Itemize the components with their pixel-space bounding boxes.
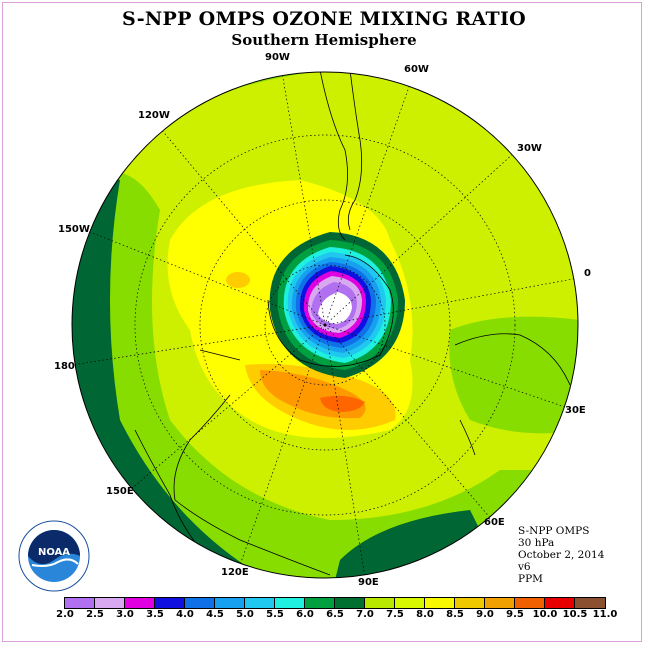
lon-label-150w: 150W xyxy=(58,224,90,235)
ozone-contour-green-bottom xyxy=(72,172,578,578)
colorbar-tick-label: 10.0 xyxy=(532,609,558,620)
figure-frame xyxy=(2,2,642,642)
colorbar-swatch xyxy=(275,598,305,608)
lon-label-60e: 60E xyxy=(484,517,505,528)
colorbar-swatch xyxy=(155,598,185,608)
info-units: PPM xyxy=(518,573,543,585)
info-block: S-NPP OMPS 30 hPa October 2, 2014 v6 PPM xyxy=(518,525,604,585)
lon-label-30w: 30W xyxy=(517,143,542,154)
colorbar-tick-label: 7.0 xyxy=(356,609,374,620)
colorbar-swatch xyxy=(455,598,485,608)
colorbar-tick-label: 4.5 xyxy=(206,609,224,620)
noaa-logo: NOAA xyxy=(18,520,90,592)
lon-label-150e: 150E xyxy=(106,486,134,497)
colorbar xyxy=(64,597,606,609)
colorbar-swatch xyxy=(185,598,215,608)
ozone-contour-gold-small xyxy=(226,272,250,288)
ozone-hole-core xyxy=(318,292,352,324)
ozone-contour-green-east xyxy=(449,316,578,434)
colorbar-swatch xyxy=(395,598,425,608)
info-level: 30 hPa xyxy=(518,537,555,549)
colorbar-tick-label: 9.0 xyxy=(476,609,494,620)
info-version: v6 xyxy=(518,561,531,573)
colorbar-tick-label: 5.0 xyxy=(236,609,254,620)
lon-label-120e: 120E xyxy=(221,567,249,578)
colorbar-tick-label: 2.5 xyxy=(86,609,104,620)
colorbar-swatch xyxy=(365,598,395,608)
colorbar-tick-label: 8.5 xyxy=(446,609,464,620)
info-date: October 2, 2014 xyxy=(518,549,605,561)
colorbar-tick-label: 3.0 xyxy=(116,609,134,620)
colorbar-swatch xyxy=(545,598,575,608)
lon-label-90e: 90E xyxy=(358,577,379,588)
colorbar-swatch xyxy=(485,598,515,608)
lon-label-30e: 30E xyxy=(565,405,586,416)
lon-label-60w: 60W xyxy=(404,64,429,75)
colorbar-tick-label: 3.5 xyxy=(146,609,164,620)
colorbar-tick-label: 9.5 xyxy=(506,609,524,620)
lon-label-0: 0 xyxy=(584,268,591,279)
colorbar-tick-label: 5.5 xyxy=(266,609,284,620)
colorbar-tick-label: 2.0 xyxy=(56,609,74,620)
colorbar-tick-label: 6.5 xyxy=(326,609,344,620)
colorbar-swatch xyxy=(95,598,125,608)
lon-label-120w: 120W xyxy=(138,110,170,121)
south-pole-marker xyxy=(323,323,327,327)
logo-text: NOAA xyxy=(38,547,70,558)
colorbar-swatch xyxy=(575,598,605,608)
colorbar-tick-label: 11.0 xyxy=(592,609,618,620)
colorbar-ticks: 2.0 2.5 3.0 3.5 4.0 4.5 5.0 5.5 6.0 6.5 7.0 7.5 8.0 8… xyxy=(0,609,648,623)
colorbar-tick-label: 10.5 xyxy=(562,609,588,620)
colorbar-swatch xyxy=(425,598,455,608)
lon-label-180: 180 xyxy=(54,361,75,372)
map-subtitle: Southern Hemisphere xyxy=(231,31,417,49)
colorbar-swatch xyxy=(125,598,155,608)
map-boundary xyxy=(71,71,579,579)
info-instrument: S-NPP OMPS xyxy=(518,525,590,537)
colorbar-tick-label: 7.5 xyxy=(386,609,404,620)
colorbar-swatch xyxy=(245,598,275,608)
colorbar-swatch xyxy=(335,598,365,608)
colorbar-swatch xyxy=(65,598,95,608)
colorbar-swatch xyxy=(305,598,335,608)
colorbar-swatch xyxy=(215,598,245,608)
colorbar-tick-label: 6.0 xyxy=(296,609,314,620)
colorbar-swatch xyxy=(515,598,545,608)
colorbar-tick-label: 8.0 xyxy=(416,609,434,620)
coastlines xyxy=(134,72,571,576)
graticule xyxy=(72,72,578,578)
colorbar-tick-label: 4.0 xyxy=(176,609,194,620)
ozone-contour-darkorange xyxy=(320,395,365,412)
map-title: S-NPP OMPS OZONE MIXING RATIO xyxy=(121,8,527,30)
lon-label-90w: 90W xyxy=(265,52,290,63)
